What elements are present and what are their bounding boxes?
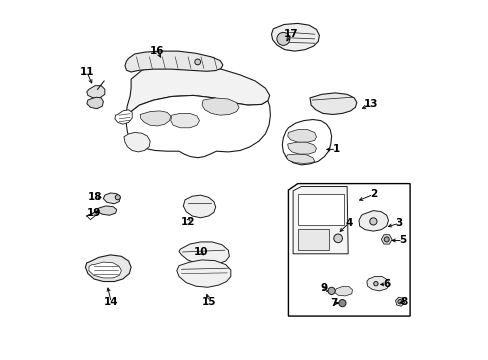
Circle shape (276, 32, 289, 45)
Circle shape (333, 234, 342, 243)
Polygon shape (179, 242, 229, 265)
Circle shape (397, 300, 401, 304)
Polygon shape (85, 255, 131, 282)
Polygon shape (115, 110, 132, 124)
Text: 18: 18 (88, 192, 102, 202)
Text: 9: 9 (320, 283, 326, 293)
Text: 13: 13 (363, 99, 378, 109)
Polygon shape (89, 262, 121, 278)
Circle shape (327, 287, 335, 294)
Text: 1: 1 (332, 144, 339, 154)
Polygon shape (202, 98, 239, 115)
Polygon shape (140, 111, 170, 126)
Polygon shape (288, 184, 409, 316)
Text: 11: 11 (80, 67, 94, 77)
Text: 14: 14 (104, 297, 119, 307)
Polygon shape (87, 97, 103, 109)
Text: 5: 5 (399, 235, 406, 246)
Circle shape (384, 237, 388, 242)
Polygon shape (98, 206, 117, 215)
Polygon shape (126, 64, 269, 117)
Text: 3: 3 (395, 218, 402, 228)
Text: 2: 2 (369, 189, 376, 199)
Polygon shape (395, 297, 404, 306)
Text: 4: 4 (345, 218, 352, 228)
Polygon shape (381, 235, 391, 244)
Text: 8: 8 (399, 297, 407, 307)
Polygon shape (170, 113, 199, 128)
Polygon shape (183, 195, 215, 218)
Circle shape (115, 195, 120, 200)
Polygon shape (125, 51, 223, 72)
Polygon shape (177, 260, 230, 287)
Text: 15: 15 (202, 297, 216, 307)
Polygon shape (285, 154, 314, 163)
Polygon shape (87, 86, 104, 98)
Text: 19: 19 (87, 208, 101, 218)
Circle shape (194, 59, 200, 65)
Text: 12: 12 (180, 217, 195, 228)
Text: 16: 16 (150, 46, 164, 56)
Polygon shape (309, 93, 356, 114)
Text: 17: 17 (284, 29, 298, 39)
Polygon shape (126, 95, 270, 158)
Polygon shape (282, 120, 331, 165)
Circle shape (369, 218, 376, 225)
Polygon shape (297, 194, 343, 225)
Circle shape (338, 300, 346, 307)
Polygon shape (103, 193, 120, 204)
Polygon shape (292, 186, 347, 254)
Polygon shape (123, 132, 150, 152)
Polygon shape (287, 142, 316, 154)
Polygon shape (366, 276, 388, 291)
Circle shape (373, 282, 377, 286)
Text: 7: 7 (329, 298, 337, 308)
Polygon shape (297, 229, 328, 250)
Polygon shape (358, 211, 387, 231)
Polygon shape (334, 287, 352, 296)
Polygon shape (271, 23, 319, 51)
Polygon shape (287, 130, 316, 142)
Text: 10: 10 (193, 247, 207, 257)
Text: 6: 6 (382, 279, 389, 289)
